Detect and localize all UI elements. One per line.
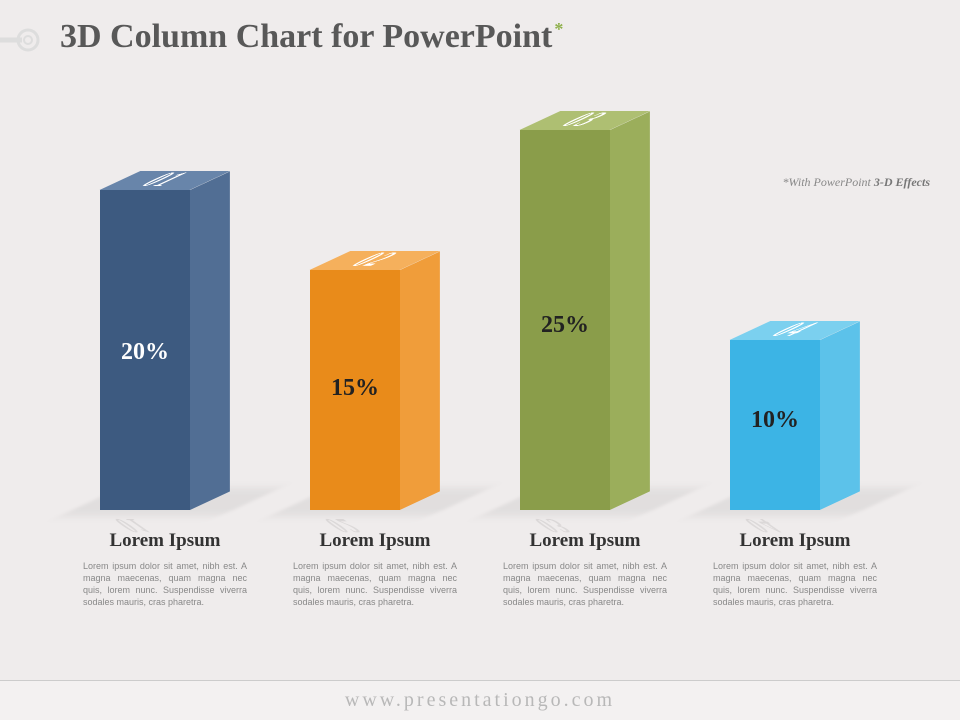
caption-title: Lorem Ipsum <box>83 530 247 552</box>
captions-row: Lorem Ipsum Lorem ipsum dolor sit amet, n… <box>60 530 900 609</box>
caption-body: Lorem ipsum dolor sit amet, nibh est. A … <box>503 560 667 609</box>
bullet-icon <box>0 26 40 54</box>
caption-title: Lorem Ipsum <box>293 530 457 552</box>
column-4: 0410%04 <box>705 321 885 510</box>
chart-area: 0120%010215%020325%030410%04 <box>60 100 900 510</box>
caption-title: Lorem Ipsum <box>713 530 877 552</box>
caption-2: Lorem Ipsum Lorem ipsum dolor sit amet, n… <box>285 530 465 609</box>
footer-url: www.presentationgo.com <box>0 680 960 720</box>
asterisk: * <box>554 19 563 39</box>
column-2: 0215%02 <box>285 251 465 510</box>
slide-title: 3D Column Chart for PowerPoint* <box>60 18 563 56</box>
column-1: 0120%01 <box>75 171 255 510</box>
caption-body: Lorem ipsum dolor sit amet, nibh est. A … <box>83 560 247 609</box>
caption-body: Lorem ipsum dolor sit amet, nibh est. A … <box>713 560 877 609</box>
slide-header: 3D Column Chart for PowerPoint* <box>60 18 563 56</box>
caption-1: Lorem Ipsum Lorem ipsum dolor sit amet, n… <box>75 530 255 609</box>
column-3: 0325%03 <box>495 111 675 510</box>
caption-title: Lorem Ipsum <box>503 530 667 552</box>
caption-body: Lorem ipsum dolor sit amet, nibh est. A … <box>293 560 457 609</box>
caption-4: Lorem Ipsum Lorem ipsum dolor sit amet, n… <box>705 530 885 609</box>
caption-3: Lorem Ipsum Lorem ipsum dolor sit amet, n… <box>495 530 675 609</box>
